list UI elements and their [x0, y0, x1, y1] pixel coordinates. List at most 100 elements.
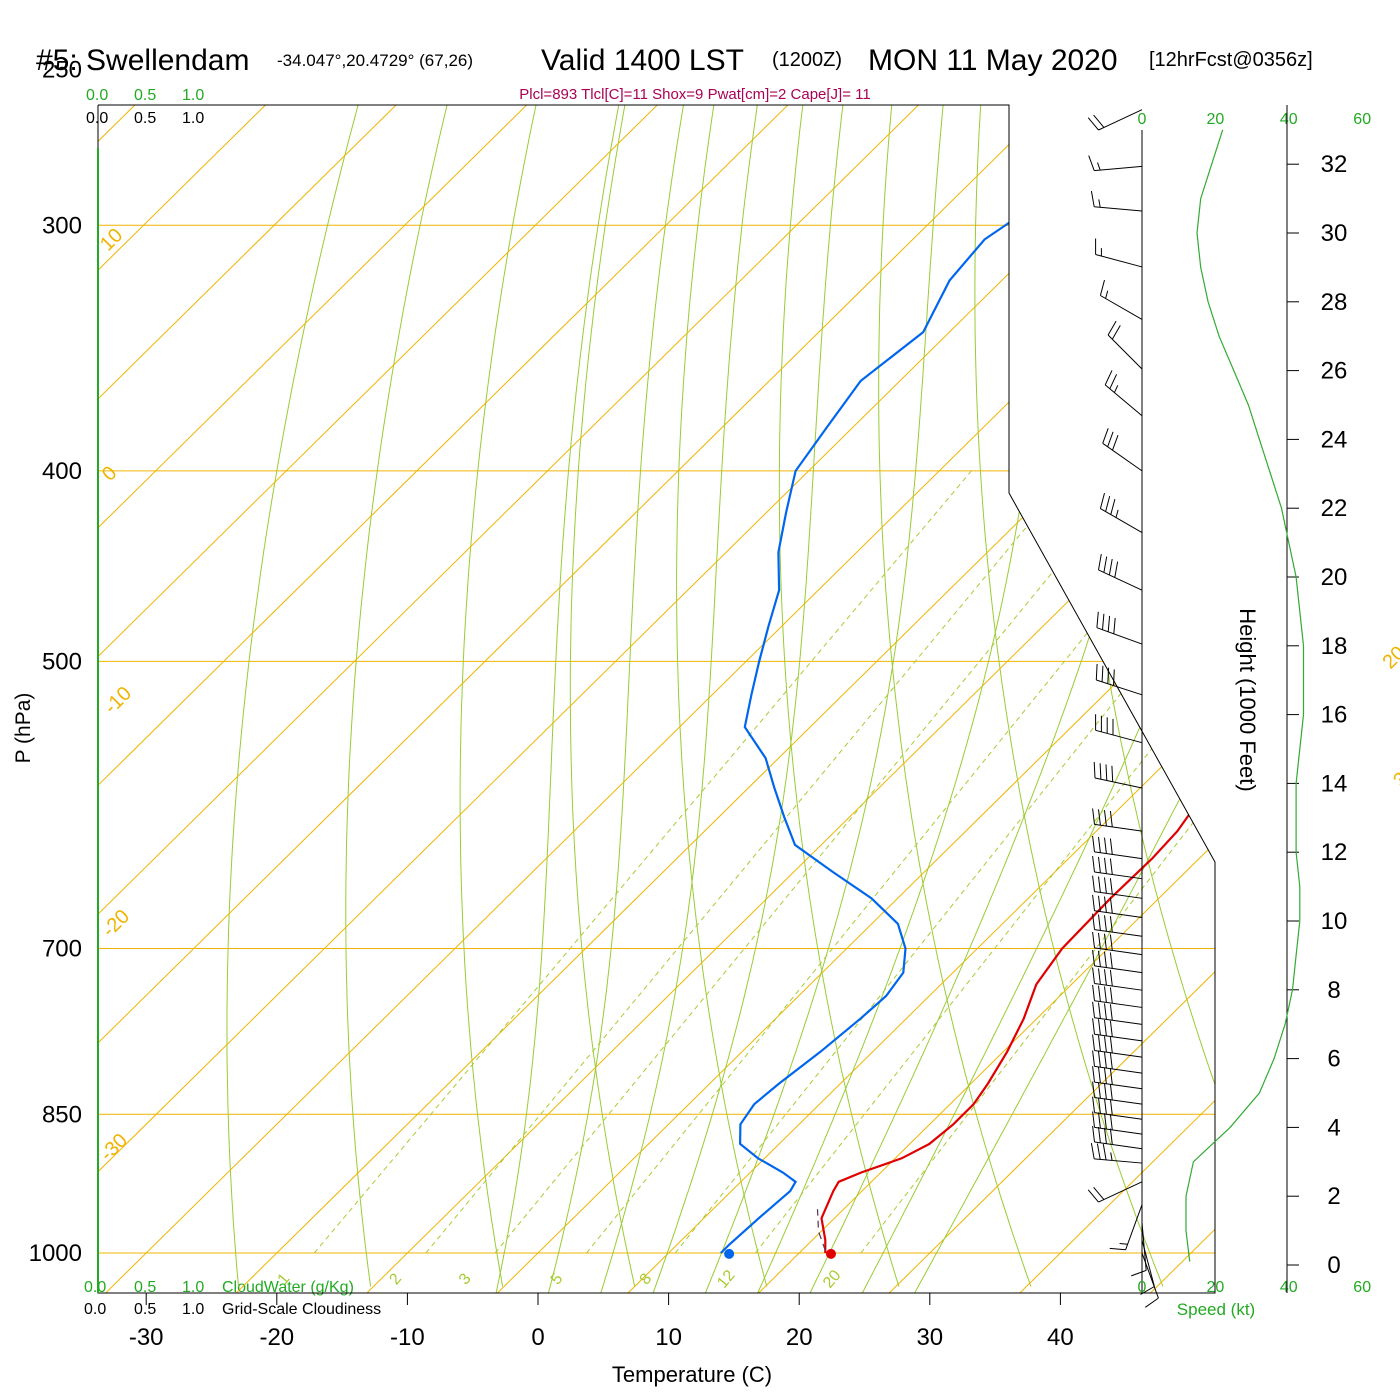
isotherm-label: 10: [96, 224, 127, 255]
mixing-ratio-line: [860, 470, 1215, 1254]
cloud-axis-bottom: 0.0 0.5 1.0 CloudWater (g/Kg) 0.0 0.5 1.…: [84, 1279, 381, 1318]
height-tick-label: 16: [1321, 702, 1348, 729]
wind-barb: [1087, 1181, 1143, 1203]
isotherm-label: 0: [98, 462, 121, 485]
dry-adiabat-line: [345, 105, 465, 1287]
isotherm-line: [98, 105, 990, 1293]
wind-barb: [1088, 155, 1143, 172]
temperature-tick-label: -10: [390, 1324, 425, 1351]
temperature-tick-label: -20: [259, 1324, 294, 1351]
cloudiness-bottom-tick-2: 1.0: [182, 1301, 204, 1318]
isotherm-line: [98, 105, 729, 1293]
cloudiness-top-tick-2: 1.0: [182, 110, 204, 127]
moist-adiabat-line: [547, 105, 697, 1293]
speed-tick-label-bottom: 40: [1280, 1279, 1298, 1296]
isotherm-line: [626, 105, 1215, 1293]
isotherm-label: 20: [1379, 642, 1400, 673]
wind-barb: [1099, 492, 1143, 534]
cloudwater-label: CloudWater (g/Kg): [222, 1279, 354, 1296]
speed-tick-label-top: 40: [1280, 111, 1298, 128]
cloudwater-top-tick-0: 0.0: [86, 87, 108, 104]
thermo-grid: [98, 105, 1215, 1293]
dry-adiabat-line: [676, 105, 768, 1287]
dry-adiabat-line: [569, 105, 639, 1287]
wind-barb: [1099, 279, 1143, 320]
x-axis-title: Temperature (C): [612, 1362, 772, 1387]
height-tick-label: 28: [1321, 289, 1348, 316]
pressure-tick-label: 700: [42, 936, 82, 963]
wind-barb: [1092, 1126, 1143, 1150]
dewpoint-trace: [720, 118, 1192, 1254]
mixing-ratio-label: 12: [714, 1267, 739, 1292]
height-tick-label: 18: [1321, 633, 1348, 660]
title-coords: -34.047°,20.4729° (67,26): [277, 51, 473, 70]
height-tick-label: 10: [1321, 908, 1348, 935]
wind-barb: [1092, 1111, 1143, 1135]
title-zulu: (1200Z): [772, 49, 842, 71]
mixing-ratio-label: 2: [386, 1270, 405, 1288]
cloudwater-top-tick-2: 1.0: [182, 87, 204, 104]
wind-barb: [1095, 663, 1143, 696]
wind-barb: [1092, 1018, 1143, 1042]
mixing-ratio-line: [494, 470, 1136, 1254]
cloudwater-bottom-tick-0: 0.0: [84, 1279, 106, 1296]
temperature-tick-label: 0: [531, 1324, 544, 1351]
moist-adiabat-line: [704, 105, 951, 1293]
dry-adiabat-line: [878, 105, 1032, 1287]
temperature-tick-label: 10: [655, 1324, 682, 1351]
wind-barb: [1092, 1066, 1143, 1090]
moist-adiabat-line: [756, 105, 1068, 1293]
temperature-tick-label: 40: [1047, 1324, 1074, 1351]
isotherm-line: [234, 105, 1215, 1293]
moist-adiabat-line: [599, 105, 769, 1293]
isotherm-label: -20: [98, 906, 134, 942]
mixing-ratio-line: [586, 470, 1215, 1254]
isotherm-line: [98, 105, 599, 1293]
pressure-tick-label: 1000: [29, 1240, 82, 1267]
dry-adiabat-line: [778, 105, 900, 1287]
title-valid: Valid 1400 LST: [541, 44, 744, 77]
wind-barb: [1092, 1081, 1143, 1105]
wind-barb: [1092, 967, 1143, 991]
mixing-ratio-label: 3: [456, 1270, 475, 1288]
speed-tick-label-bottom: 0: [1138, 1279, 1147, 1296]
height-tick-label: 20: [1321, 564, 1348, 591]
isotherm-line: [364, 105, 1215, 1293]
isotherm-line: [98, 105, 1121, 1293]
wind-barb: [1095, 714, 1143, 744]
speed-tick-label-top: 20: [1207, 111, 1225, 128]
mixing-ratio-line: [313, 470, 972, 1254]
mixing-ratio-label: 8: [637, 1270, 656, 1288]
isotherm-line: [1148, 105, 1215, 1293]
isotherm-label: -30: [96, 1130, 132, 1166]
speed-tick-label-top: 60: [1353, 111, 1371, 128]
wind-barb: [1092, 1034, 1143, 1058]
cloudiness-bottom-tick-1: 0.5: [134, 1301, 156, 1318]
wind-barb: [1087, 109, 1143, 131]
pressure-tick-label: 850: [42, 1101, 82, 1128]
mixing-ratio-line: [425, 470, 1074, 1254]
cloudwater-bottom-tick-1: 0.5: [134, 1279, 156, 1296]
isotherm-line: [103, 105, 1215, 1293]
isotherm-line: [887, 105, 1215, 1293]
wind-barb: [1092, 808, 1143, 832]
isotherm-line: [98, 105, 860, 1293]
parcel-trace: [816, 1209, 826, 1251]
wind-barb: [1090, 1143, 1143, 1164]
pressure-tick-label: 500: [42, 648, 82, 675]
height-tick-label: 24: [1321, 426, 1348, 453]
temperature-tick-label: 30: [916, 1324, 943, 1351]
isotherm-line: [98, 105, 207, 1293]
plot-frame: [97, 104, 1216, 1294]
wind-barb: [1090, 190, 1143, 212]
header: #5: Swellendam -34.047°,20.4729° (67,26)…: [36, 44, 1313, 103]
dry-adiabat-line: [1157, 105, 1215, 1287]
cloudwater-top-tick-1: 0.5: [134, 87, 156, 104]
wind-barb: [1092, 1050, 1143, 1074]
isotherm-label: -10: [100, 683, 136, 719]
dry-adiabat-line: [459, 105, 552, 1287]
wind-barb: [1092, 931, 1143, 956]
